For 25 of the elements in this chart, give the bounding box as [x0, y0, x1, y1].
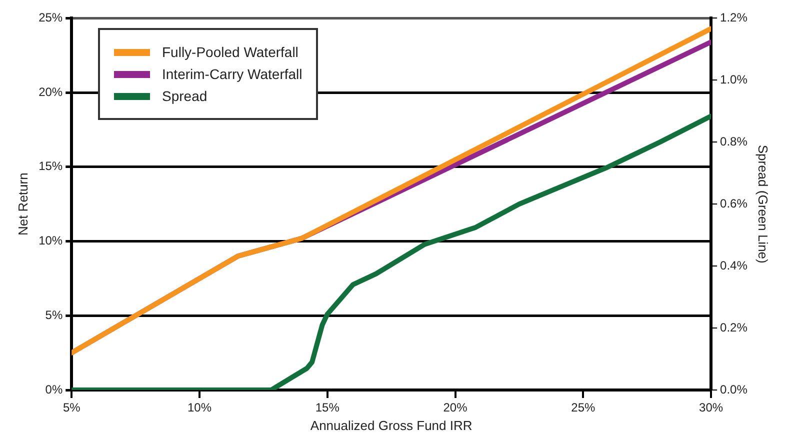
- x-tick-label: 30%: [699, 400, 724, 415]
- y-axis-title: Net Return: [15, 172, 30, 236]
- y-tick-label: 25%: [38, 10, 63, 25]
- y2-tick-label: 0.6%: [720, 196, 748, 210]
- y2-tick-label: 0.2%: [720, 320, 748, 334]
- y-tick-label: 20%: [38, 84, 63, 99]
- y2-axis-title: Spread (Green Line): [756, 144, 771, 264]
- y-tick-label: 10%: [38, 234, 63, 248]
- x-tick-label: 25%: [571, 400, 596, 415]
- x-tick-label: 10%: [187, 400, 212, 415]
- y2-tick-label: 0.0%: [720, 382, 748, 396]
- y2-tick-label: 1.2%: [720, 10, 748, 25]
- x-tick-label: 15%: [315, 400, 340, 415]
- legend-label: Fully-Pooled Waterfall: [162, 44, 298, 60]
- y2-tick-label: 1.0%: [720, 72, 748, 86]
- x-axis-title: Annualized Gross Fund IRR: [310, 418, 472, 433]
- y2-tick-label: 0.8%: [720, 134, 748, 148]
- legend-label: Spread: [162, 88, 208, 104]
- x-tick-label: 5%: [62, 400, 81, 415]
- legend-label: Interim-Carry Waterfall: [162, 66, 302, 82]
- x-tick-label: 20%: [443, 400, 468, 415]
- y-tick-label: 0%: [45, 382, 63, 396]
- y-tick-label: 15%: [38, 159, 63, 174]
- y-tick-label: 5%: [45, 308, 63, 322]
- y2-tick-label: 0.4%: [720, 258, 748, 272]
